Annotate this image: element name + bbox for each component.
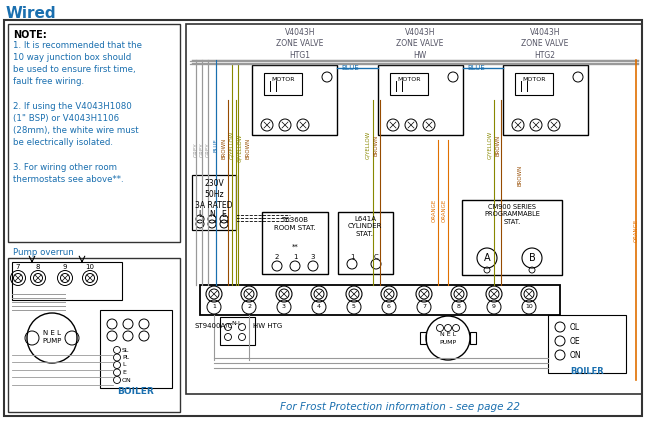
Bar [470,332,476,344]
Text: **: ** [292,244,298,250]
Text: MOTOR: MOTOR [397,77,421,82]
Text: G/YELLOW: G/YELLOW [230,131,234,159]
Bar [503,65,588,135]
Text: L641A
CYLINDER
STAT.: L641A CYLINDER STAT. [348,216,382,237]
Text: MOTOR: MOTOR [522,77,546,82]
Bar [462,200,562,275]
Text: E: E [222,210,226,219]
Text: ORANGE: ORANGE [432,198,437,222]
Text: BROWN: BROWN [245,138,250,159]
Text: 1: 1 [350,254,355,260]
Text: BLUE: BLUE [214,138,219,152]
Bar [262,212,328,274]
Text: V4043H
ZONE VALVE
HW: V4043H ZONE VALVE HW [397,28,444,60]
Text: L: L [122,362,126,368]
Text: For Frost Protection information - see page 22: For Frost Protection information - see p… [280,402,520,412]
Text: L: L [198,210,202,219]
Text: 10: 10 [525,305,533,309]
Text: N E L: N E L [440,332,456,336]
Text: GREY: GREY [193,143,199,157]
Text: B: B [529,253,535,263]
Text: SL: SL [122,347,129,352]
Bar [12,262,122,300]
Text: N-L: N-L [232,321,242,326]
Text: PUMP: PUMP [42,338,61,344]
Text: GREY: GREY [199,143,204,157]
Text: A: A [484,253,490,263]
Text: BLUE: BLUE [341,65,359,71]
Text: 5: 5 [352,305,356,309]
Text: PL: PL [122,355,129,360]
Text: OE: OE [570,336,580,346]
Text: 7: 7 [16,264,20,270]
Text: 10: 10 [85,264,94,270]
Bar [200,285,560,315]
Bar [192,175,236,230]
Text: 8: 8 [457,305,461,309]
Bar [220,317,255,345]
Bar [186,24,642,394]
Text: MOTOR: MOTOR [271,77,295,82]
Text: N: N [209,210,215,219]
Text: V4043H
ZONE VALVE
HTG1: V4043H ZONE VALVE HTG1 [276,28,324,60]
Bar [252,65,337,135]
Text: 8: 8 [36,264,40,270]
Text: BROWN: BROWN [518,165,523,186]
Bar [420,332,426,344]
Text: 1: 1 [292,254,297,260]
Bar [338,212,393,274]
Text: G/YELLOW: G/YELLOW [237,134,243,162]
Text: ON: ON [570,351,582,360]
Text: 3: 3 [311,254,315,260]
Text: 230V
50Hz
3A RATED: 230V 50Hz 3A RATED [195,179,233,210]
Text: BROWN: BROWN [373,134,378,156]
Text: BOILER: BOILER [570,367,604,376]
Bar [548,315,626,373]
Text: OL: OL [570,322,580,332]
Text: HW HTG: HW HTG [254,323,283,329]
Text: C: C [373,254,378,260]
Text: Pump overrun: Pump overrun [13,248,74,257]
Text: Wired: Wired [6,5,57,21]
Text: ON: ON [122,378,132,382]
Text: G/YELLOW: G/YELLOW [366,131,371,159]
Bar [378,65,463,135]
Text: 4: 4 [317,305,321,309]
Text: V4043H
ZONE VALVE
HTG2: V4043H ZONE VALVE HTG2 [521,28,569,60]
Text: ORANGE: ORANGE [633,218,639,242]
Bar [8,258,180,412]
Text: 9: 9 [492,305,496,309]
Text: BROWN: BROWN [496,134,501,156]
Text: ST9400A/C: ST9400A/C [195,323,233,329]
Text: G/YELLOW: G/YELLOW [487,131,492,159]
Text: BLUE: BLUE [467,65,485,71]
Text: 6: 6 [387,305,391,309]
Text: BROWN: BROWN [221,138,226,159]
Text: PUMP: PUMP [439,341,457,346]
Text: BOILER: BOILER [118,387,155,397]
Text: ORANGE: ORANGE [441,198,446,222]
Text: CM900 SERIES
PROGRAMMABLE
STAT.: CM900 SERIES PROGRAMMABLE STAT. [484,204,540,225]
Text: 2: 2 [247,305,251,309]
Text: NOTE:: NOTE: [13,30,47,40]
Bar [390,73,428,95]
Text: 3: 3 [282,305,286,309]
Text: 2: 2 [275,254,280,260]
Text: 9: 9 [63,264,67,270]
Text: 1: 1 [212,305,216,309]
Text: GREY: GREY [206,143,210,157]
Text: E: E [122,370,126,375]
Text: 7: 7 [422,305,426,309]
Bar [264,73,302,95]
Bar [515,73,553,95]
Bar [8,24,180,242]
Text: N E L: N E L [43,330,61,336]
Text: T6360B
ROOM STAT.: T6360B ROOM STAT. [274,217,316,230]
Bar [100,310,172,388]
Text: 1. It is recommended that the
10 way junction box should
be used to ensure first: 1. It is recommended that the 10 way jun… [13,41,142,184]
